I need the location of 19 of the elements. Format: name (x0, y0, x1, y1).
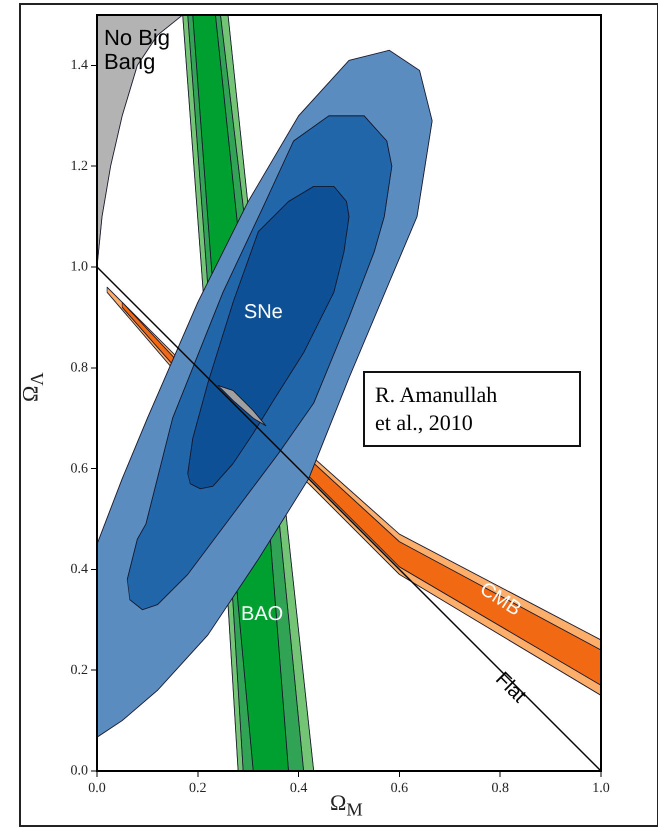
x-tick-label: 1.0 (592, 781, 610, 796)
y-tick-label: 0.2 (70, 662, 88, 678)
annotation: BAO (241, 603, 284, 625)
annotation: CMB (476, 578, 526, 621)
y-tick-label: 0.6 (70, 461, 88, 476)
y-tick-label: 1.4 (70, 58, 88, 74)
y-tick-label: 0.8 (70, 360, 88, 376)
x-tick-label: 0.4 (290, 781, 308, 796)
x-tick-label: 0.6 (390, 781, 408, 796)
x-tick-label: 0.8 (491, 781, 509, 796)
annotation: SNe (244, 300, 283, 323)
x-tick-label: 0.0 (88, 781, 106, 796)
x-tick-label: 0.2 (189, 781, 207, 796)
annotation: R. Amanullah et al., 2010 (363, 371, 581, 447)
y-tick-label: 1.0 (70, 260, 88, 275)
x-axis-title: Ω$_{M}$ (330, 790, 363, 820)
y-tick-label: 1.2 (70, 158, 88, 174)
y-tick-label: 0.4 (70, 562, 88, 578)
y-tick-label: 0.0 (70, 764, 88, 779)
